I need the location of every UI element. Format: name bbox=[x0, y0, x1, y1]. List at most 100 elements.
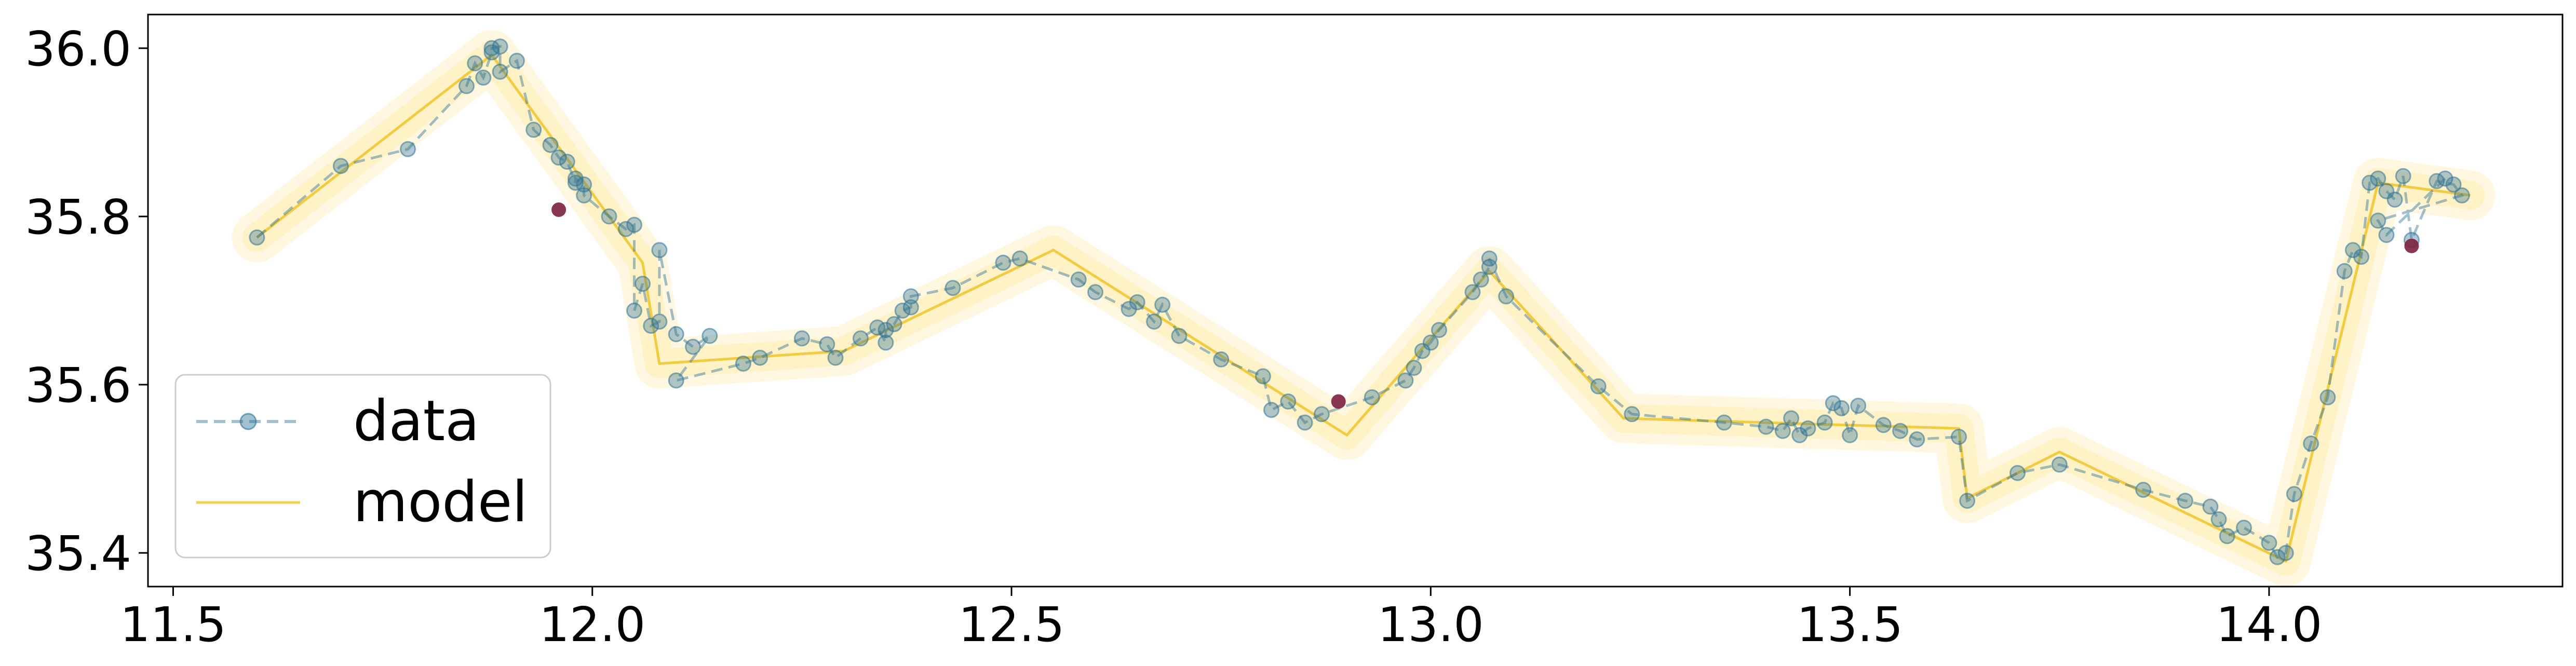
data-point bbox=[576, 176, 592, 193]
data-point bbox=[559, 154, 575, 170]
data-point bbox=[332, 158, 349, 174]
data-point bbox=[2277, 545, 2294, 561]
outlier-point bbox=[551, 202, 567, 217]
y-tick-label: 35.6 bbox=[25, 358, 131, 413]
data-point bbox=[2378, 227, 2395, 243]
data-point bbox=[2269, 549, 2286, 565]
data-point bbox=[852, 330, 869, 347]
data-point bbox=[1313, 406, 1330, 423]
data-point bbox=[685, 338, 701, 355]
data-point bbox=[995, 254, 1011, 271]
legend-box bbox=[174, 374, 551, 559]
data-point bbox=[492, 63, 508, 80]
data-point bbox=[2135, 482, 2152, 498]
data-point bbox=[1129, 294, 1145, 310]
model-line-layer bbox=[256, 53, 2471, 563]
data-point bbox=[1825, 395, 1841, 412]
data-point bbox=[483, 44, 500, 61]
data-point bbox=[2051, 456, 2068, 473]
data-point bbox=[1255, 368, 1271, 385]
legend-data-marker bbox=[239, 413, 257, 430]
data-point bbox=[635, 276, 651, 292]
legend: data model bbox=[174, 374, 551, 559]
outlier-layer bbox=[551, 202, 2419, 409]
data-point bbox=[1473, 271, 1489, 288]
data-point bbox=[651, 242, 668, 259]
data-point bbox=[643, 318, 659, 334]
legend-label-model: model bbox=[353, 470, 528, 535]
data-point bbox=[1464, 284, 1481, 301]
data-point bbox=[492, 38, 508, 55]
data-point bbox=[2303, 436, 2319, 452]
data-line bbox=[256, 45, 2464, 559]
data-point bbox=[249, 229, 265, 246]
data-point bbox=[2395, 168, 2411, 184]
data-point bbox=[1875, 417, 1892, 433]
data-point bbox=[1070, 271, 1087, 288]
data-point bbox=[1422, 334, 1439, 351]
data-point bbox=[2386, 192, 2403, 208]
y-tick-label: 35.8 bbox=[25, 189, 131, 245]
data-point bbox=[1774, 423, 1791, 439]
legend-label-data: data bbox=[353, 389, 479, 454]
data-point bbox=[1909, 431, 1925, 447]
data-point bbox=[525, 121, 542, 138]
x-tick-label: 12.5 bbox=[959, 597, 1065, 653]
x-tick-label: 13.0 bbox=[1378, 597, 1484, 653]
data-point bbox=[1011, 250, 1028, 267]
data-point bbox=[626, 302, 642, 319]
data-point bbox=[1397, 372, 1414, 389]
data-point bbox=[1624, 406, 1640, 423]
data-point bbox=[1833, 400, 1850, 416]
plot-frame bbox=[147, 13, 2564, 588]
x-tick-label: 12.0 bbox=[539, 597, 645, 653]
data-point bbox=[902, 288, 919, 305]
data-point bbox=[2261, 535, 2277, 551]
data-point bbox=[702, 328, 718, 344]
data-point bbox=[2437, 170, 2453, 187]
data-point bbox=[878, 322, 894, 338]
data-point bbox=[1481, 259, 1498, 275]
data-point bbox=[2210, 511, 2227, 527]
data-point bbox=[400, 141, 416, 157]
data-point bbox=[735, 356, 751, 372]
data-point bbox=[1758, 418, 1774, 435]
data-point bbox=[1800, 420, 1816, 437]
data-point bbox=[1716, 414, 1732, 431]
data-point bbox=[1146, 314, 1162, 330]
data-point bbox=[2362, 174, 2378, 191]
y-tick-label: 35.4 bbox=[25, 526, 131, 581]
data-point bbox=[2370, 170, 2386, 187]
outlier-point bbox=[2404, 238, 2419, 253]
y-tick-label: 36.0 bbox=[25, 21, 131, 77]
data-point bbox=[668, 326, 684, 343]
data-point bbox=[1842, 427, 1858, 443]
data-point bbox=[2445, 176, 2462, 193]
data-point bbox=[2453, 187, 2470, 203]
data-point bbox=[1951, 429, 1967, 445]
data-point bbox=[1590, 378, 1607, 395]
data-point bbox=[902, 299, 919, 316]
data-point bbox=[819, 336, 835, 352]
data-point bbox=[1280, 393, 1297, 410]
data-point bbox=[475, 70, 492, 86]
x-tick-label: 11.5 bbox=[120, 597, 226, 653]
data-point bbox=[550, 149, 567, 166]
data-point bbox=[1498, 288, 1515, 305]
data-point bbox=[458, 78, 475, 94]
data-point bbox=[2202, 498, 2219, 515]
data-point bbox=[2009, 465, 2026, 481]
data-point bbox=[1297, 414, 1313, 431]
data-point bbox=[1171, 328, 1188, 344]
data-point bbox=[1406, 360, 1422, 376]
data-point bbox=[2236, 520, 2252, 536]
data-point bbox=[1959, 493, 1976, 509]
data-point bbox=[1364, 389, 1380, 405]
data-point bbox=[894, 302, 911, 319]
data-point bbox=[1850, 398, 1867, 414]
data-point bbox=[1213, 351, 1230, 368]
data-point bbox=[601, 208, 617, 225]
data-point bbox=[508, 52, 525, 69]
data-point bbox=[542, 137, 559, 153]
